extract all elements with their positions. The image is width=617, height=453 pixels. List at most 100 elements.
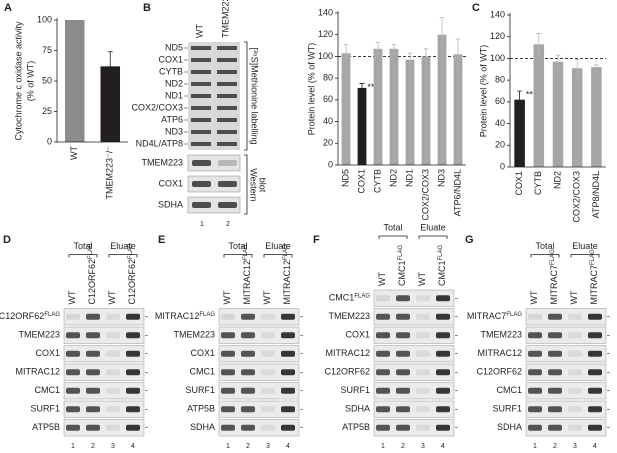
row-label: SURF1 — [340, 385, 370, 395]
lane-label-sup: FLAG — [398, 244, 404, 260]
y-axis-label: (% of WT) — [25, 61, 35, 102]
band — [588, 369, 602, 376]
bracket — [244, 41, 248, 151]
row-label-sup: FLAG — [506, 311, 522, 317]
x-tick-label: COX2/COX3 — [572, 171, 582, 223]
band — [221, 387, 235, 394]
band — [528, 424, 542, 431]
lane-label: MITRAC12FLAG — [282, 244, 292, 305]
band — [217, 142, 237, 146]
band — [376, 406, 390, 413]
band — [241, 313, 255, 320]
row-label-main: TMEM223 — [173, 330, 215, 340]
band — [588, 350, 602, 357]
blot-strip — [218, 326, 300, 344]
band — [86, 406, 100, 413]
band — [376, 369, 390, 376]
lane-label: TMEM223⁻/⁻ — [220, 0, 230, 38]
row-label-sup: FLAG — [199, 311, 215, 317]
row-label-main: C12ORF62 — [324, 367, 370, 377]
lane-number: 2 — [91, 443, 95, 450]
band — [241, 332, 255, 339]
row-label-main: TMEM223 — [328, 311, 370, 321]
row-label: TMEM223 — [328, 311, 370, 321]
blot-strip — [63, 363, 145, 381]
lane-label-main: WT — [417, 272, 427, 286]
lane-label-sup: FLAG — [128, 243, 134, 259]
band — [261, 369, 275, 376]
lane-label: WT — [529, 290, 539, 304]
band — [588, 313, 602, 320]
blot-strip — [187, 175, 241, 193]
band-label: SDHA — [158, 199, 183, 209]
blot-strip — [218, 400, 300, 418]
lane-number: 4 — [593, 443, 597, 450]
row-label-main: CMC1 — [189, 367, 215, 377]
band — [568, 387, 582, 394]
lane-label: WT — [417, 272, 427, 286]
x-tick-label: ND3 — [436, 169, 446, 187]
lane-label-main: C12ORF62 — [87, 259, 97, 305]
group-bracket — [570, 254, 600, 258]
lane-number: 1 — [226, 443, 230, 450]
band — [416, 424, 430, 431]
bar — [437, 34, 447, 165]
lane-number: 2 — [226, 221, 230, 228]
band — [221, 332, 235, 339]
blot-strip — [373, 419, 455, 437]
row-label: TMEM223 — [480, 330, 522, 340]
group-label: Eluate — [265, 241, 291, 251]
error-bar — [455, 38, 461, 70]
lane-number: 4 — [131, 443, 135, 450]
lane-label-main: WT — [529, 290, 539, 304]
blot-strip — [373, 289, 455, 307]
lane-label-main: WT — [67, 290, 77, 304]
band — [126, 387, 140, 394]
lane-label: WT — [222, 290, 232, 304]
group-bracket — [108, 254, 138, 258]
group-bracket — [68, 254, 98, 258]
blot-strip — [525, 382, 607, 400]
band — [396, 350, 410, 357]
y-tick-label: 60 — [495, 96, 505, 106]
band-label: ND3 — [165, 126, 183, 136]
row-label: C12ORF62 — [324, 367, 370, 377]
blot-strip — [525, 419, 607, 437]
x-tick-label: TMEM223⁻/⁻ — [105, 146, 115, 200]
bar — [100, 66, 121, 142]
band — [261, 350, 275, 357]
y-tick-label: 40 — [323, 116, 333, 126]
panel-letter: E — [158, 234, 165, 246]
lane-label: WT — [569, 290, 579, 304]
band — [106, 332, 120, 339]
band — [396, 313, 410, 320]
lane-label: C12ORF62FLAG — [127, 243, 137, 305]
band — [568, 424, 582, 431]
lane-label-sup: FLAG — [88, 243, 94, 259]
panel-letter: F — [313, 234, 320, 246]
band-label: ND2 — [165, 78, 183, 88]
blot-strip — [63, 308, 145, 326]
band — [548, 332, 562, 339]
band-label: COX1 — [158, 54, 183, 64]
lane-label: MITRAC7FLAG — [549, 249, 559, 305]
lane-number: 1 — [71, 443, 75, 450]
band — [396, 295, 410, 302]
lane-label-main: C12ORF62 — [127, 259, 137, 305]
band — [548, 424, 562, 431]
band — [548, 350, 562, 357]
error-bar — [439, 16, 445, 53]
band — [281, 313, 295, 320]
error-bar — [517, 90, 523, 109]
lane-number: 2 — [553, 443, 557, 450]
band-label: ND1 — [165, 90, 183, 100]
band — [261, 332, 275, 339]
row-label: SURF1 — [185, 385, 215, 395]
band — [106, 369, 120, 376]
band — [376, 332, 390, 339]
row-label: CMC1 — [496, 385, 522, 395]
band — [396, 369, 410, 376]
lane-number: 1 — [533, 443, 537, 450]
band — [66, 332, 80, 339]
x-tick-label: COX1 — [514, 171, 524, 196]
